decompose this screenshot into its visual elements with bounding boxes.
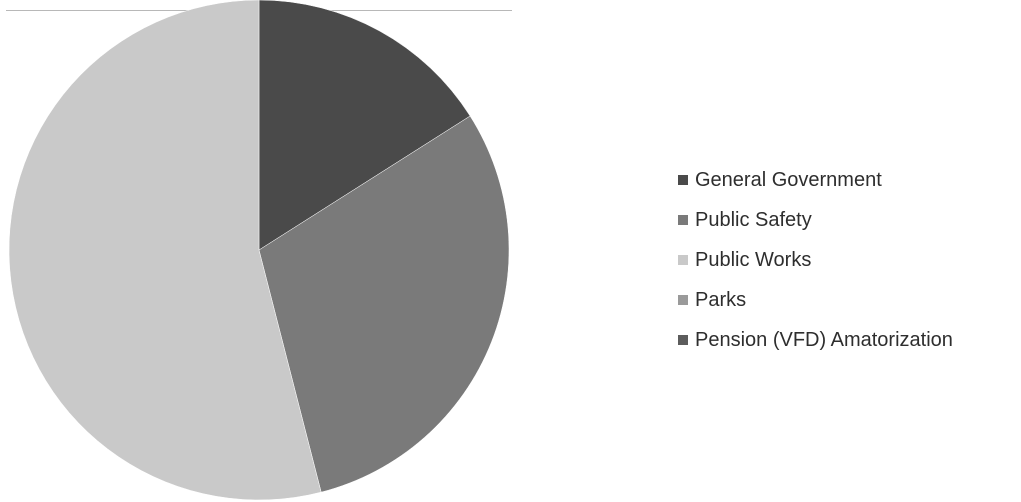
pie-slice-public-safety	[258, 115, 510, 493]
legend-item-pension-vfd-amatorization: Pension (VFD) Amatorization	[678, 320, 1018, 360]
legend-item-public-works: Public Works	[678, 240, 1018, 280]
legend-swatch	[678, 335, 688, 345]
legend-label: Parks	[695, 288, 747, 311]
legend: General Government Public Safety Public Wo…	[678, 160, 1018, 360]
legend-label: Public Safety	[695, 208, 812, 231]
legend-item-public-safety: Public Safety	[678, 200, 1018, 240]
legend-label: Public Works	[695, 248, 812, 271]
legend-swatch	[678, 295, 688, 305]
legend-label: Pension (VFD) Amatorization	[695, 328, 953, 351]
legend-item-parks: Parks	[678, 280, 1018, 320]
legend-swatch	[678, 215, 688, 225]
legend-label: General Government	[695, 168, 882, 191]
pie-slice-public-works	[8, 0, 322, 501]
legend-swatch	[678, 175, 688, 185]
legend-swatch	[678, 255, 688, 265]
legend-item-general-government: General Government	[678, 160, 1018, 200]
pie-slice-general-government	[258, 0, 471, 251]
